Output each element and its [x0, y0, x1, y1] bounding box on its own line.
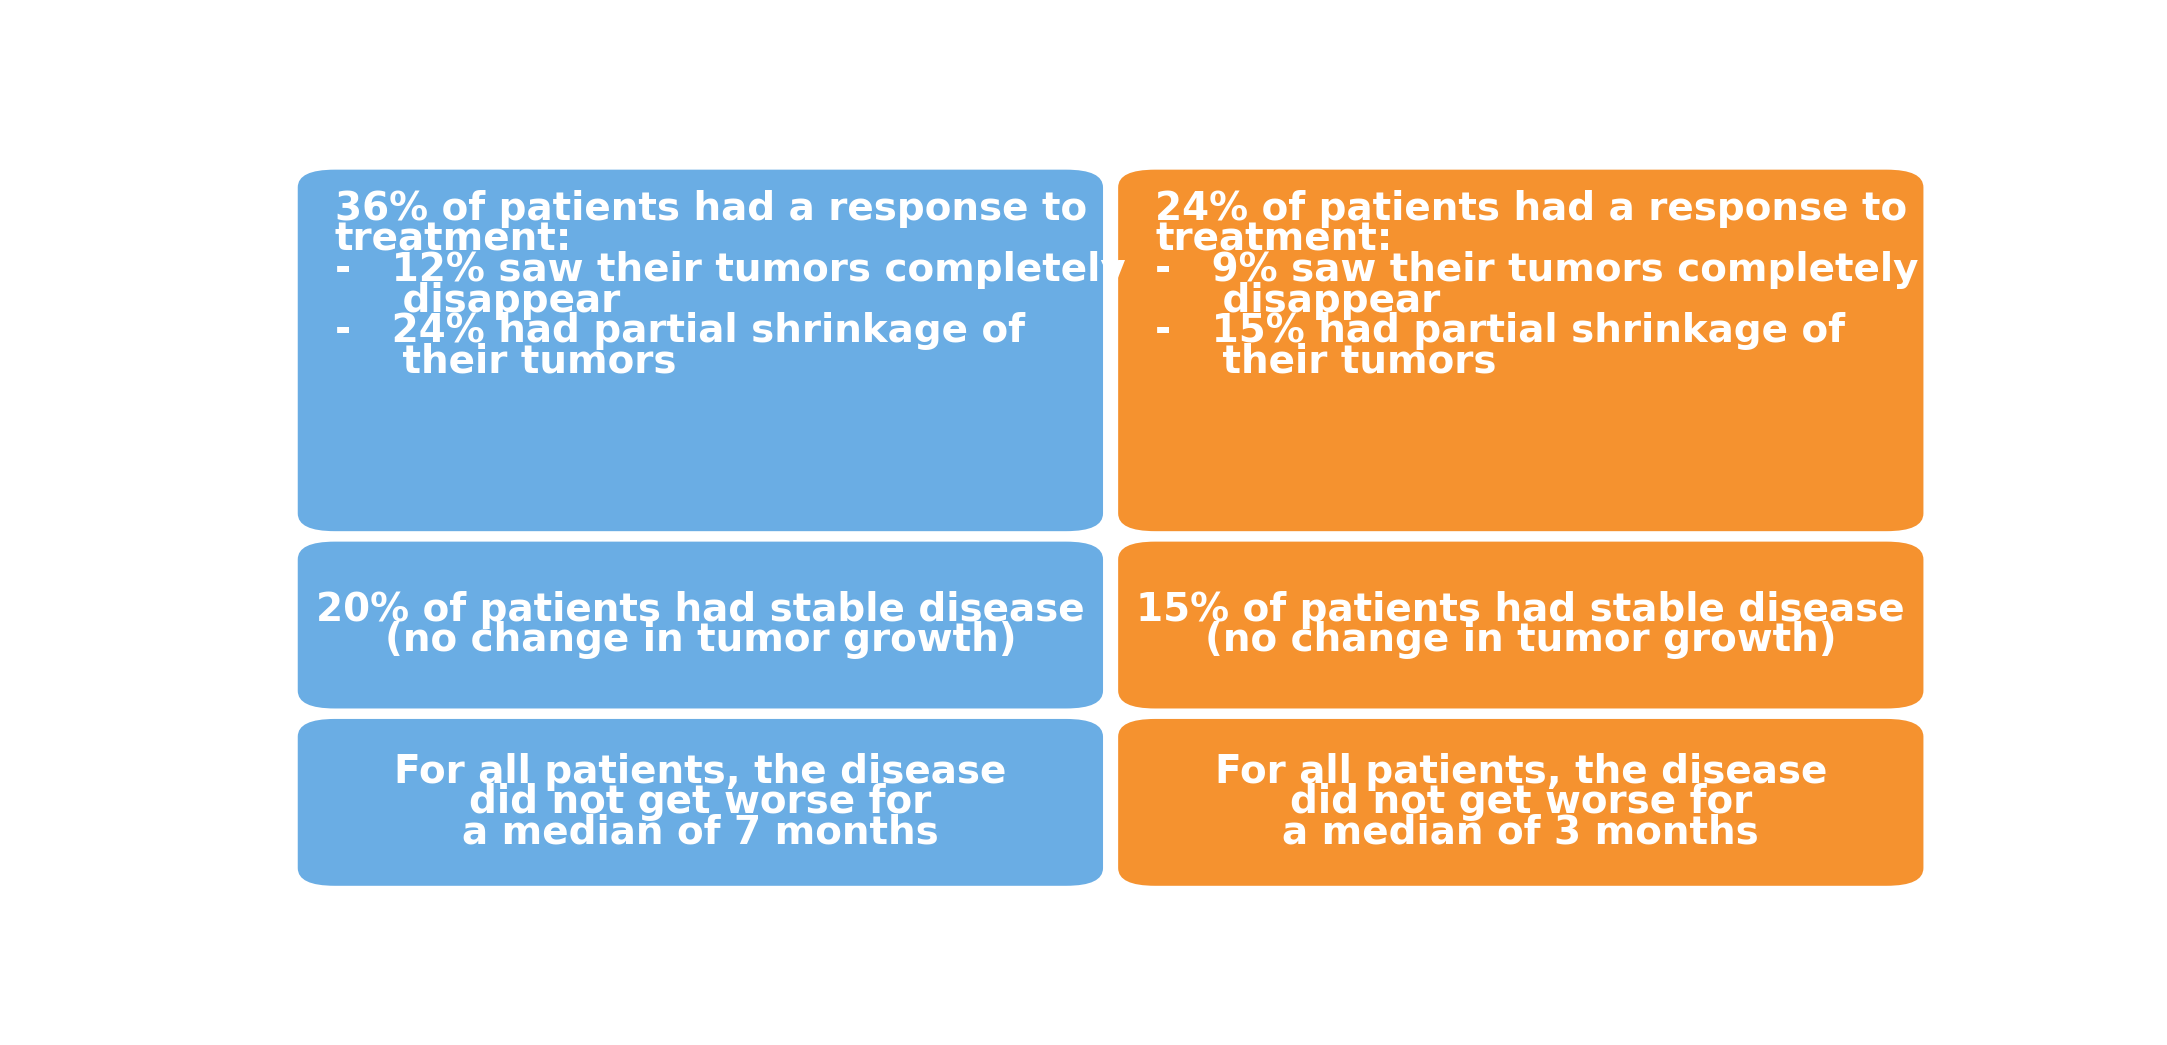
Text: (no change in tumor growth): (no change in tumor growth) [1205, 622, 1838, 659]
Text: a median of 3 months: a median of 3 months [1283, 814, 1760, 852]
Text: treatment:: treatment: [334, 220, 572, 258]
Text: (no change in tumor growth): (no change in tumor growth) [384, 622, 1016, 659]
Text: -   9% saw their tumors completely: - 9% saw their tumors completely [1155, 251, 1918, 288]
Text: For all patients, the disease: For all patients, the disease [394, 752, 1008, 791]
FancyBboxPatch shape [1118, 169, 1924, 531]
Text: 20% of patients had stable disease: 20% of patients had stable disease [316, 590, 1086, 629]
Text: did not get worse for: did not get worse for [470, 784, 932, 821]
Text: 15% of patients had stable disease: 15% of patients had stable disease [1136, 590, 1905, 629]
Text: treatment:: treatment: [1155, 220, 1393, 258]
Text: -   24% had partial shrinkage of: - 24% had partial shrinkage of [334, 312, 1025, 350]
Text: -   12% saw their tumors completely: - 12% saw their tumors completely [334, 251, 1125, 288]
Text: 24% of patients had a response to: 24% of patients had a response to [1155, 190, 1907, 228]
Text: 36% of patients had a response to: 36% of patients had a response to [334, 190, 1088, 228]
FancyBboxPatch shape [297, 169, 1103, 531]
Text: did not get worse for: did not get worse for [1289, 784, 1751, 821]
Text: their tumors: their tumors [334, 343, 676, 380]
FancyBboxPatch shape [297, 541, 1103, 709]
FancyBboxPatch shape [1118, 541, 1924, 709]
FancyBboxPatch shape [1118, 719, 1924, 886]
Text: disappear: disappear [1155, 281, 1441, 320]
Text: disappear: disappear [334, 281, 620, 320]
Text: their tumors: their tumors [1155, 343, 1497, 380]
Text: -   15% had partial shrinkage of: - 15% had partial shrinkage of [1155, 312, 1844, 350]
FancyBboxPatch shape [297, 719, 1103, 886]
Text: a median of 7 months: a median of 7 months [462, 814, 938, 852]
Text: For all patients, the disease: For all patients, the disease [1214, 752, 1827, 791]
